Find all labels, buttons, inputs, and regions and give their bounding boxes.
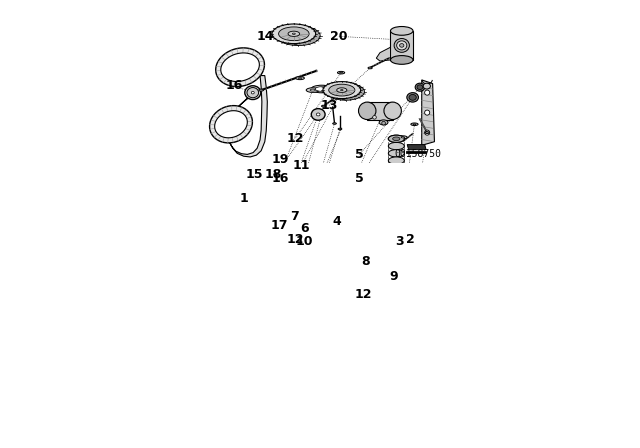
- Ellipse shape: [388, 135, 404, 142]
- Text: 12: 12: [287, 132, 305, 145]
- Text: 20: 20: [330, 30, 348, 43]
- Text: 8: 8: [361, 255, 370, 268]
- Text: 18: 18: [265, 168, 282, 181]
- Ellipse shape: [407, 93, 419, 102]
- Circle shape: [382, 121, 385, 125]
- Ellipse shape: [340, 72, 342, 73]
- Polygon shape: [333, 123, 337, 124]
- Ellipse shape: [390, 56, 413, 65]
- Ellipse shape: [276, 26, 320, 46]
- Ellipse shape: [411, 123, 418, 125]
- Text: 15: 15: [245, 168, 262, 181]
- Polygon shape: [216, 48, 264, 86]
- Ellipse shape: [409, 95, 416, 100]
- Ellipse shape: [316, 87, 328, 91]
- Polygon shape: [221, 53, 259, 82]
- Circle shape: [424, 110, 429, 115]
- Ellipse shape: [397, 41, 407, 50]
- Ellipse shape: [306, 88, 319, 92]
- Text: 00158750: 00158750: [395, 149, 442, 159]
- Text: 5: 5: [355, 148, 364, 161]
- Text: 5: 5: [355, 172, 364, 185]
- Circle shape: [424, 130, 429, 135]
- Ellipse shape: [316, 113, 320, 116]
- Ellipse shape: [278, 27, 309, 41]
- Ellipse shape: [311, 85, 333, 93]
- Text: 16: 16: [225, 79, 243, 92]
- Ellipse shape: [292, 33, 295, 34]
- Polygon shape: [422, 80, 435, 145]
- Ellipse shape: [399, 43, 404, 47]
- Polygon shape: [425, 132, 429, 134]
- Ellipse shape: [329, 84, 355, 96]
- Circle shape: [372, 116, 376, 119]
- Ellipse shape: [272, 24, 316, 43]
- Ellipse shape: [388, 135, 404, 142]
- Text: 9: 9: [390, 270, 399, 283]
- Text: 10: 10: [296, 235, 314, 248]
- Polygon shape: [338, 128, 342, 129]
- Ellipse shape: [384, 102, 401, 120]
- Ellipse shape: [388, 164, 404, 172]
- Ellipse shape: [394, 39, 410, 52]
- Ellipse shape: [337, 71, 345, 74]
- Text: 2: 2: [406, 233, 415, 246]
- Text: 19: 19: [272, 153, 289, 166]
- Ellipse shape: [415, 83, 424, 91]
- Polygon shape: [227, 76, 268, 157]
- Text: 7: 7: [290, 210, 299, 223]
- Ellipse shape: [323, 82, 361, 99]
- Text: 12: 12: [287, 233, 305, 246]
- Ellipse shape: [311, 108, 325, 120]
- Polygon shape: [376, 47, 390, 61]
- Polygon shape: [214, 111, 247, 138]
- Ellipse shape: [298, 78, 302, 79]
- Text: 11: 11: [292, 159, 310, 172]
- Text: 4: 4: [332, 215, 340, 228]
- Ellipse shape: [310, 89, 316, 91]
- Ellipse shape: [388, 157, 404, 164]
- Ellipse shape: [399, 136, 407, 139]
- Ellipse shape: [247, 87, 259, 98]
- Ellipse shape: [244, 86, 260, 99]
- Text: 12: 12: [354, 288, 372, 301]
- Ellipse shape: [388, 150, 404, 157]
- Polygon shape: [407, 145, 426, 150]
- Ellipse shape: [288, 31, 300, 36]
- Circle shape: [424, 90, 429, 95]
- Text: 1: 1: [239, 191, 248, 204]
- Text: 6: 6: [300, 222, 309, 235]
- Ellipse shape: [327, 83, 365, 100]
- Polygon shape: [368, 67, 372, 69]
- Ellipse shape: [417, 85, 423, 90]
- Text: 16: 16: [272, 172, 289, 185]
- Polygon shape: [390, 31, 413, 60]
- Ellipse shape: [393, 137, 400, 141]
- Polygon shape: [321, 105, 326, 107]
- Polygon shape: [259, 89, 264, 91]
- Ellipse shape: [380, 120, 388, 125]
- Ellipse shape: [423, 83, 431, 89]
- Ellipse shape: [296, 77, 305, 80]
- Ellipse shape: [388, 142, 404, 150]
- Polygon shape: [367, 102, 393, 120]
- Text: 13: 13: [321, 99, 338, 112]
- Ellipse shape: [390, 26, 413, 35]
- Ellipse shape: [358, 102, 376, 120]
- Text: 17: 17: [271, 219, 288, 232]
- Ellipse shape: [401, 137, 404, 138]
- Ellipse shape: [337, 88, 347, 92]
- Text: 3: 3: [395, 235, 403, 248]
- Ellipse shape: [413, 124, 416, 125]
- Polygon shape: [209, 106, 252, 143]
- Text: 14: 14: [257, 30, 275, 43]
- Ellipse shape: [252, 91, 254, 94]
